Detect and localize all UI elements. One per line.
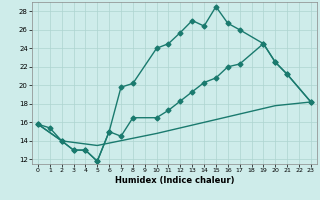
X-axis label: Humidex (Indice chaleur): Humidex (Indice chaleur) — [115, 176, 234, 185]
